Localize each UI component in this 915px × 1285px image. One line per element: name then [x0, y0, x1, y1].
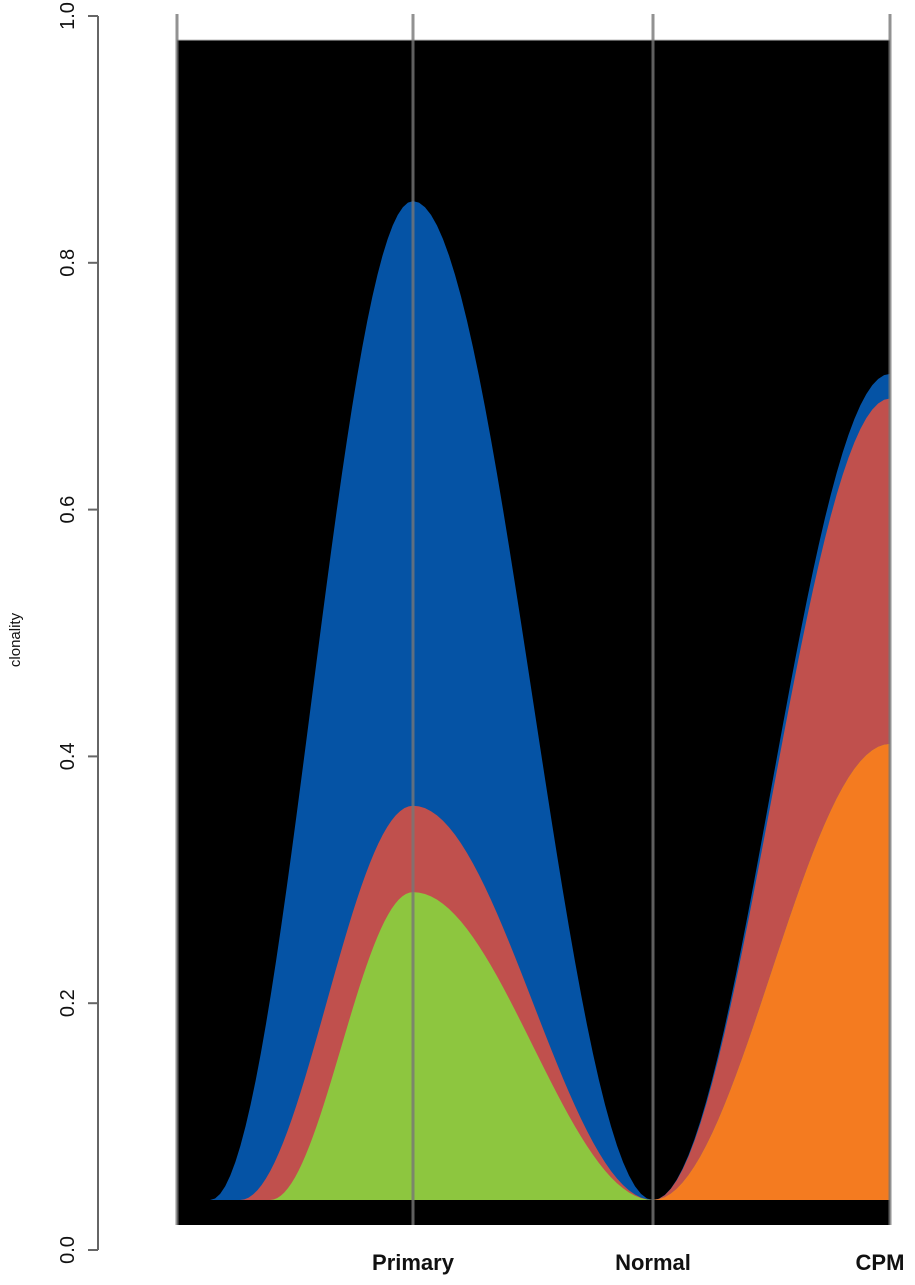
y-tick-label: 1.0	[57, 2, 79, 30]
y-tick-label: 0.6	[57, 496, 79, 524]
y-tick-label: 0.8	[57, 249, 79, 277]
clone-area	[300, 744, 890, 1200]
x-tick-label: Primary	[372, 1250, 455, 1275]
x-tick-label: CPM	[856, 1250, 905, 1275]
x-tick-label: Normal	[615, 1250, 691, 1275]
y-tick-label: 0.4	[57, 742, 79, 770]
y-tick-label: 0.0	[57, 1236, 79, 1264]
y-axis-label: clonality	[7, 612, 24, 667]
y-tick-label: 0.2	[57, 989, 79, 1017]
